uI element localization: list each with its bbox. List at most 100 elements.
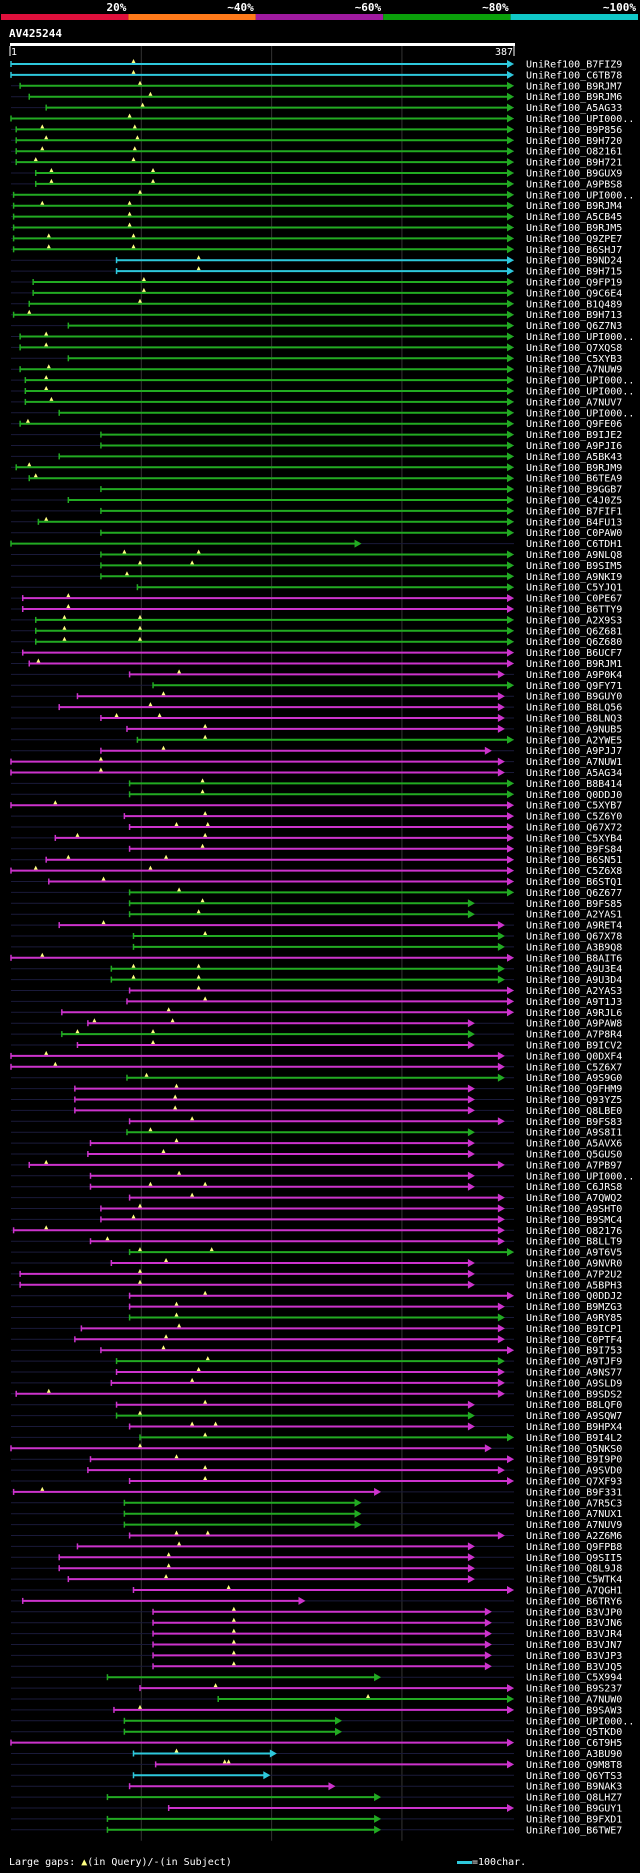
hit-label: UniRef100_C0PAW0	[526, 528, 622, 539]
hit-label: UniRef100_C0PE67	[526, 594, 622, 605]
hit-label: UniRef100_B9IJE2	[526, 430, 622, 441]
hit-label: UniRef100_B9FS83	[526, 1117, 622, 1128]
query-gap-mark	[205, 1530, 210, 1535]
hit-label: UniRef100_C6TDH1	[526, 539, 622, 550]
hit-arrow	[507, 648, 514, 657]
hit-label: UniRef100_B8LNQ3	[526, 714, 622, 725]
hit-arrow	[467, 1280, 475, 1289]
query-gap-mark	[44, 135, 49, 140]
query-gap-mark	[144, 1072, 149, 1077]
hit-arrow	[497, 1313, 505, 1322]
query-gap-mark	[46, 364, 51, 369]
hit-label: UniRef100_Q9FP19	[526, 278, 622, 289]
hit-label: UniRef100_B9SDS2	[526, 1389, 622, 1400]
hit-label: UniRef100_B6SHJ7	[526, 245, 622, 256]
hit-label: UniRef100_B1Q489	[526, 299, 622, 310]
hit-arrow	[497, 1368, 505, 1376]
hit-label: UniRef100_Q6Z681	[526, 626, 622, 637]
query-gap-mark	[131, 233, 136, 238]
query-gap-mark	[33, 865, 38, 870]
hit-arrow	[374, 1793, 382, 1802]
query-gap-mark	[174, 1312, 179, 1317]
hit-arrow	[507, 212, 514, 221]
query-gap-mark	[127, 113, 132, 118]
hit-arrow	[269, 1749, 277, 1758]
query-gap-mark	[62, 614, 67, 619]
hit-arrow	[507, 169, 514, 177]
hit-label: UniRef100_A2Z6M6	[526, 1531, 622, 1542]
hit-arrow	[497, 921, 505, 930]
scale-bar-icon	[457, 1860, 472, 1864]
hit-arrow	[507, 659, 514, 668]
hit-arrow	[507, 419, 514, 428]
query-gap-mark	[75, 832, 80, 837]
hit-label: UniRef100_A9PBS8	[526, 179, 622, 190]
query-gap-mark	[203, 1290, 208, 1295]
hit-label: UniRef100_A7NUV9	[526, 1520, 622, 1531]
hit-label: UniRef100_B6SN51	[526, 855, 622, 866]
query-gap-mark	[138, 1268, 143, 1273]
hit-arrow	[507, 125, 514, 134]
hit-label: UniRef100_A7NUW0	[526, 1695, 622, 1706]
hit-label: UniRef100_A9NKI9	[526, 572, 622, 583]
hit-arrow	[467, 899, 475, 908]
hit-label: UniRef100_A7P2U2	[526, 1269, 622, 1280]
hit-arrow	[484, 1651, 492, 1660]
query-gap-mark	[226, 1585, 231, 1589]
hit-label: UniRef100_B9MZG3	[526, 1302, 622, 1313]
query-gap-mark	[141, 277, 146, 281]
hit-arrow	[507, 1455, 514, 1464]
query-ruler	[10, 43, 515, 46]
hit-label: UniRef100_UPI000..	[526, 190, 634, 201]
hit-label: UniRef100_Q5NKS0	[526, 1444, 622, 1455]
query-gap-mark	[101, 876, 106, 881]
hit-arrow	[497, 703, 505, 712]
hit-label: UniRef100_UPI000..	[526, 387, 634, 398]
hit-label: UniRef100_A5AVX6	[526, 1139, 622, 1150]
hit-label: UniRef100_Q6Z677	[526, 888, 622, 899]
query-gap-mark	[174, 1454, 179, 1459]
hit-label: UniRef100_A7NUV7	[526, 397, 622, 408]
query-gap-mark	[166, 1007, 171, 1012]
identity-band	[510, 14, 638, 20]
hit-label: UniRef100_A9NS77	[526, 1368, 622, 1379]
hit-arrow	[507, 866, 514, 875]
query-gap-mark	[131, 157, 136, 162]
hit-arrow	[507, 92, 514, 101]
hit-label: UniRef100_A9SHT0	[526, 1204, 622, 1215]
hit-arrow	[497, 1117, 505, 1126]
hit-label: UniRef100_A7R5C3	[526, 1498, 622, 1509]
hit-label: UniRef100_C5X994	[526, 1673, 622, 1684]
query-gap-mark	[98, 756, 103, 761]
hit-arrow	[354, 1509, 362, 1518]
query-gap-mark	[124, 571, 129, 576]
hit-arrow	[507, 278, 514, 286]
hit-arrow	[507, 561, 514, 570]
hit-label: UniRef100_B8B414	[526, 779, 622, 790]
hit-arrow	[298, 1596, 306, 1605]
hit-label: UniRef100_B9RJM1	[526, 659, 622, 670]
query-gap-mark	[122, 549, 127, 554]
query-gap-mark	[161, 1345, 166, 1350]
hit-arrow	[507, 474, 514, 483]
hit-arrow	[507, 615, 514, 624]
hit-arrow	[507, 528, 514, 537]
query-gap-mark	[131, 69, 136, 74]
hit-arrow	[467, 1575, 475, 1584]
query-gap-mark	[157, 713, 162, 717]
hit-label: UniRef100_C6JRS8	[526, 1182, 622, 1193]
hit-label: UniRef100_B9NAK3	[526, 1782, 622, 1793]
query-gap-mark	[44, 1225, 49, 1230]
query-gap-mark	[138, 80, 143, 85]
hit-label: UniRef100_C5XYB4	[526, 833, 622, 844]
hit-label: UniRef100_UPI000..	[526, 408, 634, 419]
hit-arrow	[507, 1477, 514, 1485]
hit-label: UniRef100_B6TRY6	[526, 1596, 622, 1607]
query-gap-mark	[203, 1476, 208, 1480]
query-gap-mark	[203, 1399, 208, 1404]
hit-arrow	[497, 1051, 505, 1060]
query-gap-mark	[46, 1388, 51, 1393]
query-gap-mark	[138, 1704, 143, 1709]
hit-label: UniRef100_B9I4L2	[526, 1433, 622, 1444]
hit-label: UniRef100_Q5TKD0	[526, 1727, 622, 1738]
